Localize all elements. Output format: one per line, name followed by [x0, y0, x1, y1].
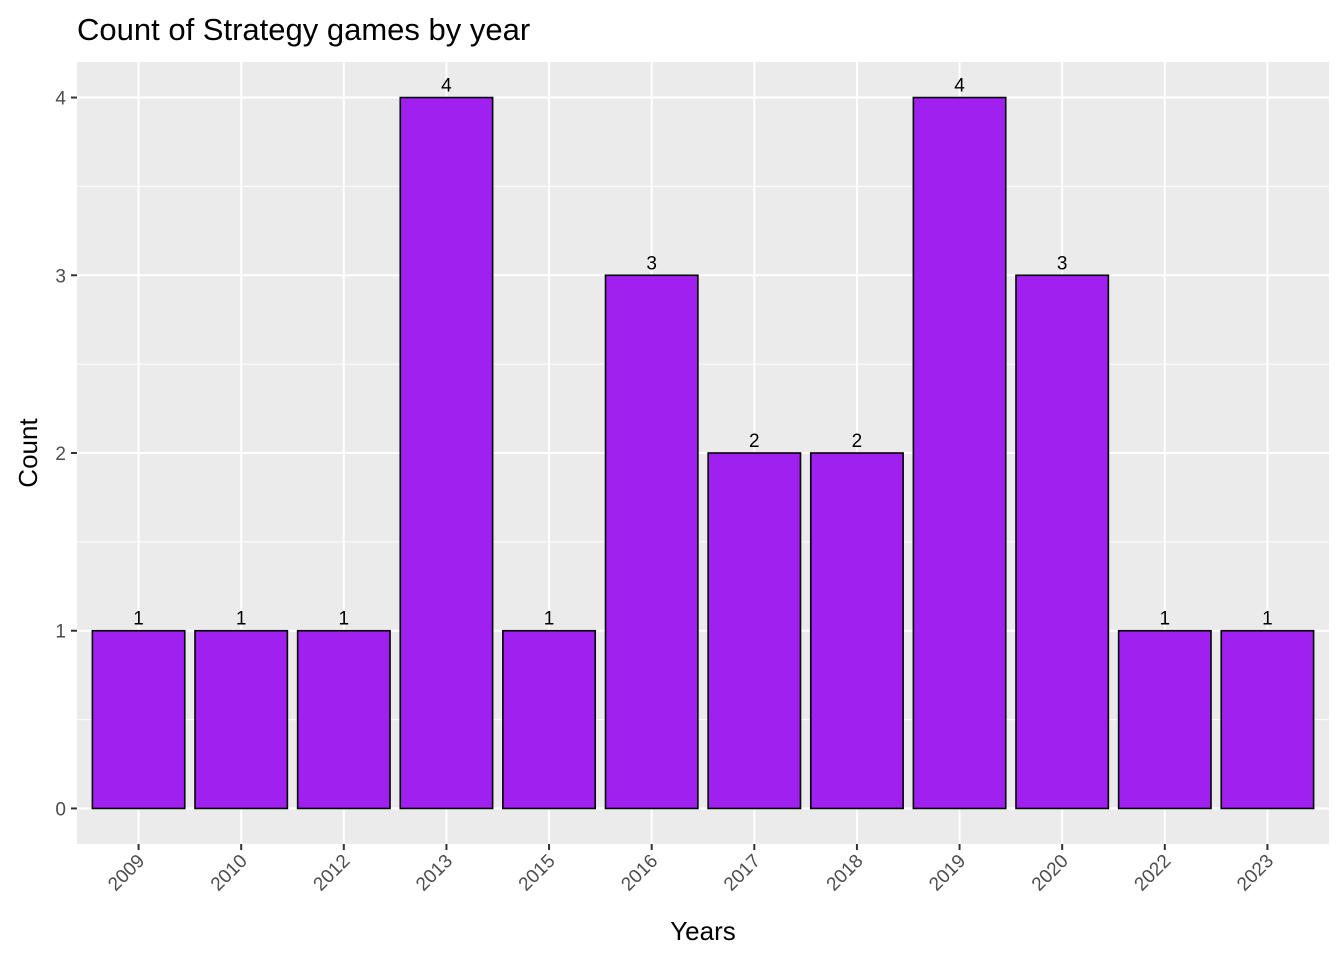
data-label-2019: 4 — [954, 76, 965, 97]
y-tick-label: 2 — [55, 444, 66, 465]
data-label-2015: 1 — [544, 609, 555, 630]
bar-2022 — [1117, 629, 1212, 810]
x-tick-label: 2015 — [515, 851, 560, 896]
x-tick-label: 2019 — [925, 851, 970, 896]
data-label-2009: 1 — [133, 609, 144, 630]
data-label-2013: 4 — [441, 76, 452, 97]
x-tick-label: 2012 — [310, 851, 355, 896]
x-axis: 2009 2010 2012 2013 2015 2016 2017 2018 2019 2020… — [104, 844, 1278, 895]
bar-2019 — [912, 96, 1007, 810]
y-tick-label: 1 — [55, 622, 66, 643]
bar-2018 — [809, 452, 904, 810]
bar-2013 — [399, 96, 494, 810]
x-tick-label: 2013 — [412, 851, 457, 896]
bar-2020 — [1015, 274, 1110, 810]
y-axis-title: Count — [13, 418, 43, 488]
bar-2023 — [1220, 629, 1315, 810]
x-tick-label: 2010 — [207, 851, 252, 896]
x-tick-label: 2018 — [823, 851, 868, 896]
data-labels: 1 1 1 4 1 3 2 2 4 3 1 1 — [133, 76, 1272, 630]
y-tick-label: 3 — [55, 266, 66, 287]
bar-2015 — [502, 629, 597, 810]
data-label-2022: 1 — [1160, 609, 1171, 630]
bar-2017 — [707, 452, 802, 810]
data-label-2012: 1 — [339, 609, 350, 630]
x-tick-label: 2009 — [104, 851, 149, 896]
bars — [91, 96, 1315, 810]
x-tick-label: 2022 — [1131, 851, 1176, 896]
x-tick-label: 2016 — [617, 851, 662, 896]
y-axis: 0 1 2 3 4 — [55, 89, 77, 820]
data-label-2020: 3 — [1057, 253, 1068, 274]
data-label-2010: 1 — [236, 609, 247, 630]
x-tick-label: 2020 — [1028, 851, 1073, 896]
bar-2016 — [604, 274, 699, 810]
y-tick-label: 0 — [55, 799, 66, 820]
data-label-2018: 2 — [852, 431, 863, 452]
bar-2012 — [296, 629, 391, 810]
data-label-2023: 1 — [1262, 609, 1273, 630]
bar-2009 — [91, 629, 186, 810]
data-label-2016: 3 — [646, 253, 657, 274]
data-label-2017: 2 — [749, 431, 760, 452]
y-tick-label: 4 — [55, 89, 66, 110]
x-tick-label: 2023 — [1233, 851, 1278, 896]
bar-2010 — [194, 629, 289, 810]
chart-title: Count of Strategy games by year — [77, 12, 530, 47]
x-tick-label: 2017 — [720, 851, 765, 896]
x-axis-title: Years — [670, 916, 736, 946]
